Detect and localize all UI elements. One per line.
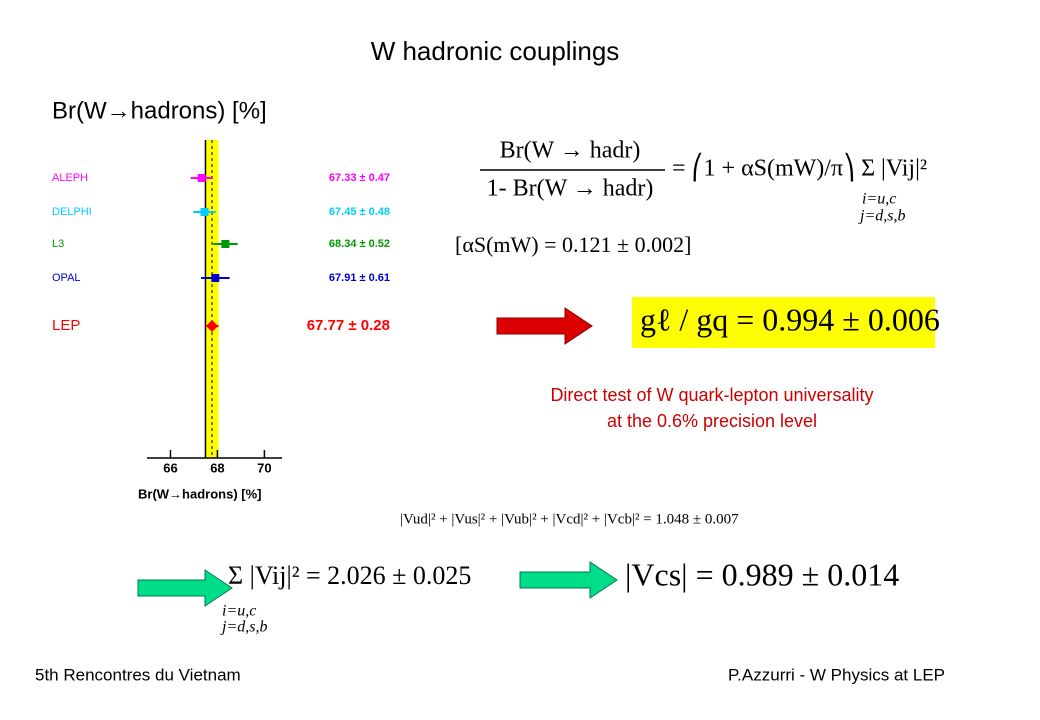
- value-label: 68.34 ± 0.52: [329, 238, 390, 250]
- formula-subscript: i=u,c: [222, 603, 256, 620]
- formula: 1- Br(W → hadr): [487, 176, 654, 202]
- category-label: OPAL: [52, 272, 81, 284]
- formula: Σ |Vij|² = 2.026 ± 0.025: [228, 561, 471, 590]
- note-line: at the 0.6% precision level: [607, 411, 817, 431]
- note-line: Direct test of W quark-lepton universali…: [550, 385, 873, 405]
- formula-subscript: j=d,s,b: [858, 208, 905, 225]
- x-tick-label: 68: [210, 460, 224, 475]
- arrow: [496, 307, 593, 345]
- data-point: [211, 274, 220, 282]
- x-tick-label: 70: [257, 460, 271, 475]
- arrow: [519, 561, 618, 599]
- formula: = ⎛1 + αS(mW)/π⎞ Σ |Vij|²: [672, 153, 927, 183]
- data-point: [197, 174, 206, 182]
- x-tick-label: 66: [163, 460, 177, 475]
- x-axis-label: Br(W→hadrons) [%]: [138, 486, 262, 501]
- formula-subscript: j=d,s,b: [220, 619, 267, 636]
- category-label: DELPHI: [52, 206, 92, 218]
- footer-right: P.Azzurri - W Physics at LEP: [728, 665, 945, 684]
- formula: |Vcs| = 0.989 ± 0.014: [625, 556, 899, 592]
- formula: gℓ / gq = 0.994 ± 0.006: [640, 301, 940, 337]
- chart-title: Br(W→hadrons) [%]: [52, 97, 267, 124]
- category-label: ALEPH: [52, 172, 88, 184]
- value-label: 67.77 ± 0.28: [307, 317, 390, 334]
- value-label: 67.33 ± 0.47: [329, 172, 390, 184]
- highlight-box: [632, 297, 935, 348]
- value-label: 67.91 ± 0.61: [329, 272, 390, 284]
- category-label: LEP: [52, 317, 80, 334]
- category-label: L3: [52, 238, 64, 250]
- value-label: 67.45 ± 0.48: [329, 206, 390, 218]
- formula-subscript: i=u,c: [862, 191, 896, 208]
- arrow: [137, 569, 233, 607]
- formula: [αS(mW) = 0.121 ± 0.002]: [455, 232, 691, 257]
- data-point: [200, 208, 209, 216]
- slide-title: W hadronic couplings: [371, 36, 620, 66]
- data-point: [221, 240, 230, 248]
- footer-left: 5th Rencontres du Vietnam: [35, 665, 241, 684]
- formula: Br(W → hadr): [500, 138, 641, 164]
- data-point: [206, 320, 219, 332]
- formula: |Vud|² + |Vus|² + |Vub|² + |Vcd|² + |Vcb…: [400, 511, 739, 527]
